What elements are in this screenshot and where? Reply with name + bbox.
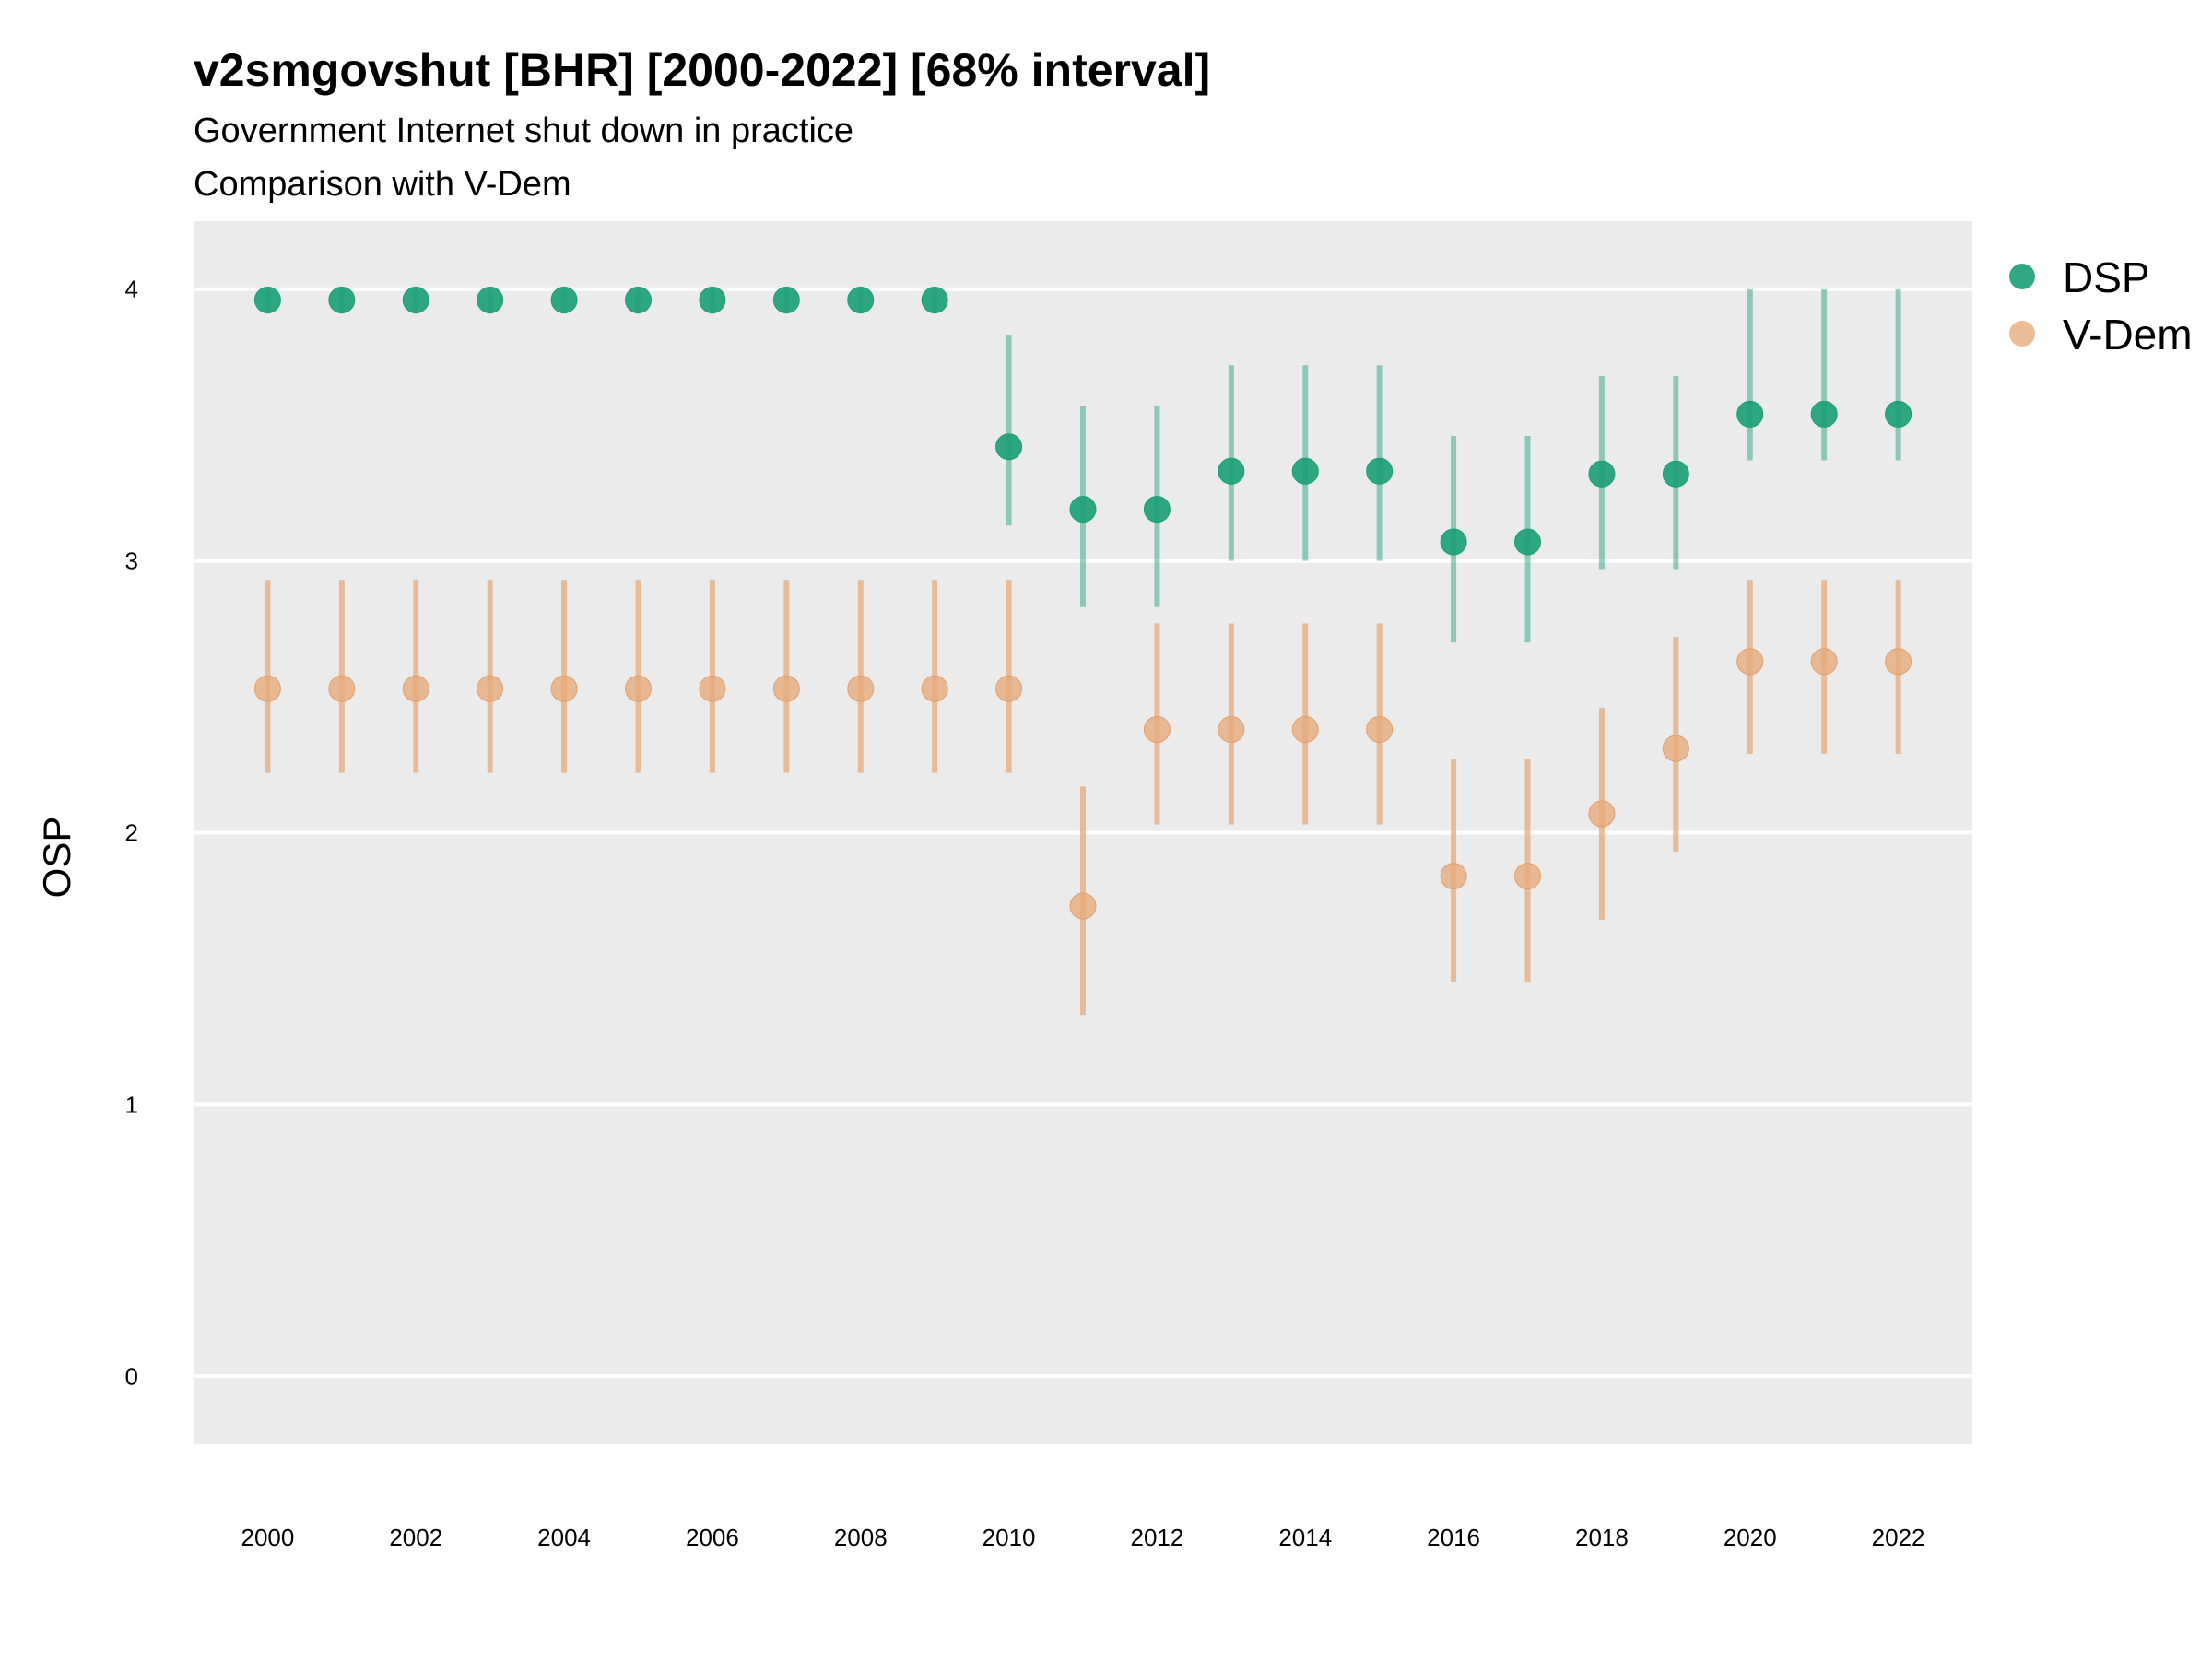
x-tick-label: 2018 bbox=[1575, 1524, 1629, 1551]
point-dsp bbox=[1143, 496, 1171, 524]
point-vdem bbox=[1291, 715, 1319, 743]
point-vdem bbox=[1366, 715, 1394, 743]
point-dsp bbox=[699, 287, 726, 314]
legend-marker-vdem bbox=[2009, 321, 2035, 347]
point-vdem bbox=[550, 675, 578, 702]
point-vdem bbox=[995, 675, 1023, 702]
point-vdem bbox=[1588, 800, 1616, 828]
point-vdem bbox=[1218, 715, 1245, 743]
point-vdem bbox=[1514, 863, 1541, 890]
point-dsp bbox=[550, 287, 578, 314]
series-dsp bbox=[253, 287, 1912, 643]
x-tick-label: 2004 bbox=[537, 1524, 591, 1551]
y-axis-label: OSP bbox=[35, 817, 78, 899]
point-vdem bbox=[477, 675, 504, 702]
point-dsp bbox=[1588, 460, 1616, 488]
chart-title: v2smgovshut [BHR] [2000-2022] [68% inter… bbox=[194, 44, 1210, 96]
x-tick-label: 2020 bbox=[1724, 1524, 1777, 1551]
y-tick-label: 1 bbox=[125, 1090, 138, 1118]
legend-label-vdem: V-Dem bbox=[2063, 311, 2193, 359]
point-dsp bbox=[847, 287, 875, 314]
point-dsp bbox=[1810, 400, 1838, 428]
point-dsp bbox=[1069, 496, 1097, 524]
point-vdem bbox=[1662, 735, 1689, 762]
point-dsp bbox=[253, 287, 281, 314]
point-vdem bbox=[328, 675, 356, 702]
point-dsp bbox=[625, 287, 652, 314]
point-vdem bbox=[772, 675, 800, 702]
point-vdem bbox=[253, 675, 281, 702]
point-dsp bbox=[772, 287, 800, 314]
x-tick-label: 2016 bbox=[1427, 1524, 1480, 1551]
y-tick-label: 3 bbox=[125, 547, 138, 575]
point-vdem bbox=[402, 675, 429, 702]
legend: DSP V-Dem bbox=[2009, 253, 2193, 359]
point-dsp bbox=[1218, 457, 1245, 485]
x-tick-label: 2006 bbox=[686, 1524, 739, 1551]
x-tick-label: 2014 bbox=[1278, 1524, 1332, 1551]
legend-label-dsp: DSP bbox=[2063, 253, 2150, 301]
point-dsp bbox=[328, 287, 356, 314]
point-vdem bbox=[1810, 648, 1838, 676]
chart-subtitle-line-2: Comparison with V-Dem bbox=[194, 165, 571, 204]
point-vdem bbox=[1143, 715, 1171, 743]
point-dsp bbox=[1514, 528, 1541, 556]
y-tick-label: 0 bbox=[125, 1362, 138, 1390]
point-dsp bbox=[1366, 457, 1394, 485]
point-vdem bbox=[921, 675, 948, 702]
point-vdem bbox=[1440, 863, 1467, 890]
point-dsp bbox=[477, 287, 504, 314]
y-axis-ticks: 0 1 2 3 4 bbox=[125, 276, 138, 1391]
chart-subtitle-line-1: Government Internet shut down in practic… bbox=[194, 112, 853, 150]
point-dsp bbox=[1662, 460, 1689, 488]
point-dsp bbox=[1440, 528, 1467, 556]
point-dsp bbox=[921, 287, 948, 314]
point-vdem bbox=[699, 675, 726, 702]
data-marks bbox=[253, 287, 1912, 1016]
point-vdem bbox=[625, 675, 652, 702]
x-tick-label: 2002 bbox=[389, 1524, 442, 1551]
point-dsp bbox=[402, 287, 429, 314]
series-vdem bbox=[253, 580, 1912, 1016]
x-tick-label: 2010 bbox=[982, 1524, 1036, 1551]
point-vdem bbox=[1736, 648, 1764, 676]
point-dsp bbox=[1291, 457, 1319, 485]
point-dsp bbox=[1736, 400, 1764, 428]
legend-marker-dsp bbox=[2009, 264, 2035, 289]
x-tick-label: 2008 bbox=[834, 1524, 888, 1551]
x-tick-label: 2000 bbox=[241, 1524, 294, 1551]
x-axis-ticks: 2000 2002 2004 2006 2008 2010 2012 2014 2016 2018… bbox=[241, 1524, 1924, 1551]
point-vdem bbox=[1885, 648, 1912, 676]
y-tick-label: 4 bbox=[125, 276, 138, 303]
point-vdem bbox=[847, 675, 875, 702]
x-tick-label: 2012 bbox=[1130, 1524, 1183, 1551]
x-tick-label: 2022 bbox=[1872, 1524, 1925, 1551]
point-dsp bbox=[995, 433, 1023, 461]
point-vdem bbox=[1069, 892, 1097, 920]
point-dsp bbox=[1885, 400, 1912, 428]
y-tick-label: 2 bbox=[125, 819, 138, 847]
